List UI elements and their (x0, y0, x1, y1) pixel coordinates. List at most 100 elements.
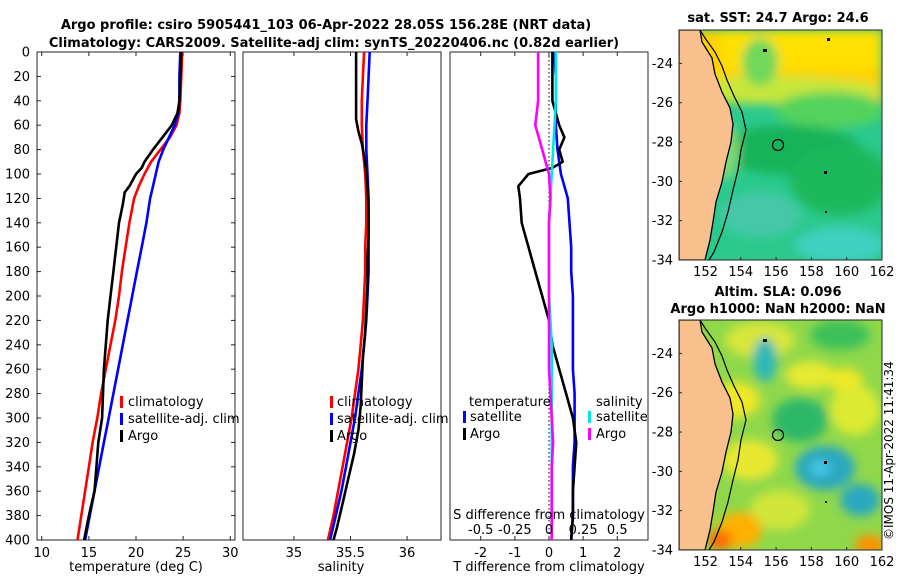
map-y-tick-label: -30 (652, 175, 673, 190)
difference-series (516, 51, 578, 541)
legend-s-satellite-label: satellite (596, 410, 648, 425)
legend-t-satellite-label: satellite (470, 410, 522, 425)
map-y-tick-label: -34 (652, 544, 673, 559)
legend-t-argo-swatch (463, 428, 466, 440)
legend-t-satellite-swatch (463, 411, 466, 423)
map-x-tick-label: 154 (728, 265, 753, 280)
imos-watermark: ©IMOS 11-Apr-2022 11:41:34 (882, 361, 896, 540)
difference-panel: -2 -1 0 1 2 T difference from climatology S … (449, 51, 649, 575)
s-tick-label: 0.25 (569, 523, 598, 538)
map-y-tick-label: -34 (652, 254, 673, 269)
legend-s-argo-swatch (588, 428, 591, 440)
series-line-t-argo (516, 52, 578, 541)
map-y-tick-label: -28 (652, 136, 673, 151)
difference-x-tick-labels: -2 -1 0 1 2 (474, 52, 621, 561)
legend-t-argo-label: Argo (470, 427, 500, 442)
s-difference-tick-labels: -0.5 -0.25 0 0.25 0.5 (468, 523, 628, 538)
s-tick-label: -0.5 (468, 523, 493, 538)
sst-y-tick-labels: -24 -26 -28 -30 -32 -34 (652, 57, 682, 269)
series-line-climatology (326, 51, 368, 541)
map-y-tick-label: -28 (652, 426, 673, 441)
map-x-tick-label: 162 (870, 265, 895, 280)
temperature-xlabel: temperature (deg C) (69, 560, 203, 575)
temperature-legend: climatology satellite-adj. clim Argo (120, 395, 240, 444)
map-y-tick-label: -26 (652, 386, 673, 401)
depth-tick-label: 260 (5, 363, 30, 378)
x-tick-label: 35 (286, 546, 303, 561)
x-tick-label: 2 (613, 546, 621, 561)
x-tick-label: 0 (545, 546, 553, 561)
map-x-tick-label: 158 (799, 265, 824, 280)
s-tick-label: 0 (545, 523, 553, 538)
s-tick-label: -0.25 (498, 523, 532, 538)
legend-argo-label: Argo (128, 429, 158, 444)
x-tick-label: 20 (128, 546, 145, 561)
s-tick-label: 0.5 (607, 523, 628, 538)
temperature-panel: 0204060801001201401601802002202402602803… (5, 46, 648, 575)
map-x-tick-label: 160 (834, 555, 859, 570)
sla-map-title-2: Argo h1000: NaN h2000: NaN (670, 302, 885, 317)
depth-tick-label: 240 (5, 338, 30, 353)
sla-map: 152 154 156 158 160 162 -24 -26 -28 -30 -32 -34 (652, 319, 895, 570)
salinity-x-tick-labels: 35 35.5 36 (286, 52, 415, 561)
sla-y-tick-labels: -24 -26 -28 -30 -32 -34 (652, 347, 682, 559)
legend-satellite-swatch (120, 413, 123, 425)
x-tick-label: 1 (579, 546, 587, 561)
x-tick-label: 25 (175, 546, 192, 561)
map-x-tick-label: 162 (870, 555, 895, 570)
difference-legend: temperature satellite Argo salinity sate… (463, 395, 648, 442)
temperature-axes-box (36, 51, 236, 541)
depth-tick-label: 80 (13, 143, 30, 158)
depth-tick-label: 0 (22, 46, 30, 61)
map-y-tick-label: -24 (652, 57, 673, 72)
legend-argo-swatch (120, 430, 123, 442)
x-tick-label: 35.5 (336, 546, 365, 561)
depth-tick-label: 100 (5, 168, 30, 183)
x-tick-label: -1 (508, 546, 521, 561)
legend-temperature-title: temperature (469, 395, 551, 410)
argo-position-marker (771, 428, 785, 442)
title-line-1: Argo profile: csiro 5905441_103 06-Apr-2… (61, 18, 591, 33)
s-difference-xlabel: S difference from climatology (453, 508, 645, 523)
argo-position-marker (771, 138, 785, 152)
map-y-tick-label: -32 (652, 214, 673, 229)
map-x-tick-label: 152 (693, 265, 718, 280)
map-x-tick-label: 152 (693, 555, 718, 570)
map-x-tick-label: 160 (834, 265, 859, 280)
legend-satellite-label: satellite-adj. clim (128, 412, 240, 427)
salinity-legend: climatology satellite-adj. clim Argo (330, 395, 449, 444)
series-line-argo (82, 51, 183, 541)
depth-tick-label: 280 (5, 387, 30, 402)
legend-s-argo-label: Argo (596, 427, 626, 442)
salinity-xlabel: salinity (318, 560, 365, 575)
map-x-tick-label: 156 (764, 265, 789, 280)
series-line-climatology (76, 51, 184, 541)
title-line-2: Climatology: CARS2009. Satellite-adj cli… (49, 36, 619, 51)
map-x-tick-label: 156 (764, 555, 789, 570)
temperature-x-tick-labels: 10 15 20 25 30 (33, 52, 239, 561)
series-line-argo (332, 52, 370, 541)
series-line-satellite-adj-clim (83, 51, 182, 541)
legend-satellite-label: satellite-adj. clim (337, 412, 449, 427)
legend-salinity-title: salinity (596, 395, 643, 410)
series-line-s-argo (533, 52, 555, 540)
depth-tick-label: 200 (5, 290, 30, 305)
map-y-tick-label: -26 (652, 96, 673, 111)
depth-tick-label: 300 (5, 412, 30, 427)
depth-tick-label: 400 (5, 534, 30, 549)
x-tick-label: 30 (222, 546, 239, 561)
depth-tick-label: 180 (5, 265, 30, 280)
depth-tick-label: 320 (5, 436, 30, 451)
depth-tick-label: 40 (13, 94, 30, 109)
sla-map-title-1: Altim. SLA: 0.096 (715, 285, 842, 300)
legend-climatology-swatch (120, 396, 123, 408)
legend-satellite-swatch (330, 413, 333, 425)
temperature-series (76, 51, 184, 541)
legend-argo-label: Argo (337, 429, 367, 444)
depth-tick-label: 60 (13, 119, 30, 134)
depth-tick-label: 360 (5, 485, 30, 500)
legend-climatology-label: climatology (128, 395, 204, 410)
salinity-series (326, 51, 371, 541)
sst-x-tick-labels: 152 154 156 158 160 162 (693, 257, 894, 280)
